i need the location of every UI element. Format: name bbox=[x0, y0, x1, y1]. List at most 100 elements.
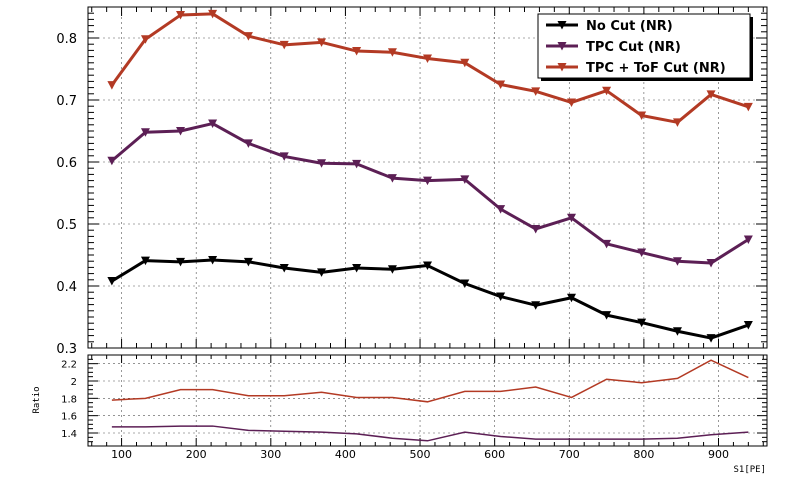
data-point bbox=[567, 98, 577, 107]
legend-swatch-marker bbox=[557, 21, 567, 30]
data-point bbox=[140, 256, 150, 266]
ratio-y-tick-label: 2 bbox=[71, 377, 77, 388]
x-tick-label: 900 bbox=[708, 448, 729, 461]
main-plot-frame bbox=[87, 6, 768, 349]
data-point bbox=[107, 81, 117, 90]
legend-swatch-marker bbox=[557, 63, 567, 72]
data-point bbox=[672, 327, 682, 336]
data-point bbox=[423, 54, 432, 63]
data-point bbox=[706, 90, 716, 99]
frames bbox=[87, 6, 768, 447]
data-point bbox=[352, 47, 362, 56]
data-point bbox=[567, 293, 577, 303]
x-tick-label: 700 bbox=[559, 448, 580, 461]
ratio-series bbox=[111, 359, 749, 442]
ratio-y-tick-label: 2.2 bbox=[61, 360, 77, 371]
data-point bbox=[706, 259, 716, 268]
data-point bbox=[279, 264, 289, 273]
main-y-tick-label: 0.8 bbox=[56, 32, 77, 47]
data-point bbox=[107, 277, 117, 286]
data-point bbox=[423, 176, 432, 186]
series-line-1 bbox=[111, 258, 749, 340]
main-ticks: 0.3 0.4 0.5 0.6 0.7 0.8 bbox=[56, 6, 767, 357]
data-point bbox=[672, 257, 682, 266]
data-point bbox=[743, 235, 753, 244]
data-point bbox=[243, 257, 253, 267]
data-point bbox=[387, 48, 397, 57]
series-line-2 bbox=[110, 122, 750, 265]
data-point bbox=[460, 279, 470, 289]
ratio-y-tick-label: 1.8 bbox=[61, 394, 77, 405]
ratio-series-line-1 bbox=[111, 359, 749, 403]
data-point bbox=[531, 301, 541, 310]
x-tick-label: 400 bbox=[335, 448, 356, 461]
data-point bbox=[567, 213, 577, 223]
ratio-y-tick-label: 1.4 bbox=[61, 429, 77, 440]
data-point bbox=[743, 102, 753, 112]
data-point bbox=[140, 35, 150, 44]
data-point bbox=[531, 87, 541, 96]
data-point bbox=[460, 58, 470, 68]
ratio-ticks: 1.4 1.6 1.8 2 2.2 100 200 300 400 500 600 700 800 900 bbox=[61, 354, 767, 461]
ratio-y-tick-label: 1.6 bbox=[61, 412, 77, 423]
legend-label: TPC + ToF Cut (NR) bbox=[586, 61, 726, 76]
x-tick-label: 500 bbox=[410, 448, 431, 461]
data-point bbox=[176, 11, 186, 20]
data-point bbox=[423, 261, 432, 271]
data-point bbox=[496, 80, 506, 89]
data-point bbox=[602, 86, 612, 96]
data-point bbox=[208, 255, 218, 265]
x-tick-label: 100 bbox=[111, 448, 132, 461]
data-point bbox=[317, 38, 327, 47]
data-point bbox=[743, 321, 753, 330]
x-tick-label: 200 bbox=[186, 448, 207, 461]
main-series bbox=[107, 9, 753, 343]
data-point bbox=[317, 268, 327, 277]
main-y-tick-label: 0.4 bbox=[56, 280, 77, 295]
data-point bbox=[602, 311, 612, 320]
data-point bbox=[317, 159, 327, 168]
ratio-y-axis-label: Ratio bbox=[32, 386, 42, 413]
data-point bbox=[387, 174, 397, 183]
data-point bbox=[531, 224, 541, 234]
main-y-tick-label: 0.5 bbox=[56, 218, 77, 233]
data-point bbox=[176, 127, 186, 136]
data-point bbox=[279, 152, 289, 161]
data-point bbox=[602, 239, 612, 249]
data-point bbox=[706, 334, 716, 343]
data-point bbox=[176, 257, 186, 267]
data-point bbox=[496, 205, 506, 214]
data-point bbox=[352, 264, 362, 273]
data-point bbox=[496, 292, 506, 302]
ratio-series-line-2 bbox=[111, 425, 749, 442]
data-point bbox=[208, 119, 218, 129]
legend-label: TPC Cut (NR) bbox=[586, 40, 681, 55]
data-point bbox=[387, 265, 397, 274]
data-point bbox=[672, 118, 682, 127]
x-tick-label: 800 bbox=[633, 448, 654, 461]
main-y-tick-label: 0.7 bbox=[56, 94, 77, 109]
data-point bbox=[279, 40, 289, 50]
ratio-grid bbox=[88, 355, 767, 446]
x-tick-label: 600 bbox=[484, 448, 505, 461]
axis-titles: Ratio S1[PE] bbox=[32, 386, 766, 475]
legend: No Cut (NR) TPC Cut (NR) TPC + ToF Cut (NR… bbox=[537, 13, 753, 81]
data-point bbox=[243, 32, 253, 41]
x-tick-label: 300 bbox=[260, 448, 281, 461]
x-axis-label: S1[PE] bbox=[733, 465, 766, 475]
data-point bbox=[208, 9, 218, 19]
main-y-tick-label: 0.3 bbox=[56, 342, 77, 357]
data-point bbox=[637, 111, 647, 120]
data-point bbox=[460, 175, 470, 184]
ratio-plot-frame bbox=[87, 354, 768, 447]
main-y-tick-label: 0.6 bbox=[56, 156, 77, 171]
data-point bbox=[352, 159, 362, 169]
data-point bbox=[140, 128, 150, 137]
legend-swatch-marker bbox=[557, 42, 567, 51]
legend-label: No Cut (NR) bbox=[586, 19, 673, 34]
data-point bbox=[637, 318, 647, 328]
data-point bbox=[637, 248, 647, 258]
data-point bbox=[107, 156, 117, 166]
